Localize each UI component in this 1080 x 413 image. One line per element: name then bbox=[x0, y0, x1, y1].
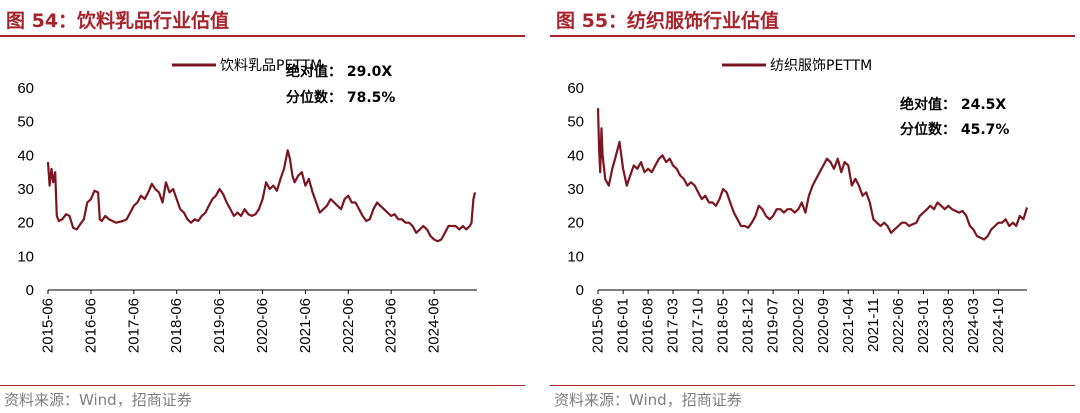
source-divider bbox=[550, 385, 1075, 386]
source-note: 资料来源：Wind，招商证券 bbox=[554, 391, 742, 409]
y-axis: 0 10 20 30 40 50 60 bbox=[567, 80, 584, 299]
x-tick-label: 2022-06 bbox=[890, 298, 907, 353]
x-tick-label: 2021-06 bbox=[297, 298, 314, 353]
y-axis: 0 10 20 30 40 50 60 bbox=[17, 80, 34, 299]
x-tick-label: 2021-04 bbox=[840, 298, 857, 353]
x-tick-label: 2024-03 bbox=[965, 298, 982, 353]
y-tick-label: 20 bbox=[567, 215, 584, 232]
y-tick-label: 30 bbox=[567, 181, 584, 198]
x-tick-label: 2022-06 bbox=[340, 298, 357, 353]
legend-label: 纺织服饰PETTM bbox=[770, 58, 872, 74]
absolute-value-annotation: 绝对值： 24.5X bbox=[900, 96, 1006, 113]
x-tick-label: 2018-05 bbox=[715, 298, 732, 353]
y-tick-label: 20 bbox=[17, 215, 34, 232]
x-tick-label: 2017-06 bbox=[125, 298, 142, 353]
legend-label: 饮料乳品PETTM bbox=[220, 58, 322, 74]
x-tick-label: 2019-07 bbox=[765, 298, 782, 353]
left-chart-panel: 图 54：饮料乳品行业估值 饮料乳品PETTM 绝对值： 29.0X 分位数： 78… bbox=[0, 0, 530, 413]
x-tick-label: 2019-06 bbox=[211, 298, 228, 353]
x-tick-label: 2020-06 bbox=[254, 298, 271, 353]
x-tick-label: 2015-06 bbox=[590, 298, 607, 353]
y-tick-label: 40 bbox=[17, 147, 34, 164]
x-tick-label: 2016-06 bbox=[82, 298, 99, 353]
x-tick-label: 2023-01 bbox=[915, 298, 932, 353]
chart-svg: 纺织服饰PETTM 绝对值： 24.5X 分位数： 45.7% 0 10 20 30 40 50… bbox=[567, 58, 1029, 353]
x-tick-label: 2016-01 bbox=[615, 298, 632, 353]
series-line bbox=[596, 108, 1029, 241]
chart-title: 图 55：纺织服饰行业估值 bbox=[556, 10, 780, 32]
x-tick-label: 2024-10 bbox=[990, 298, 1007, 353]
y-tick-label: 10 bbox=[17, 248, 34, 265]
x-tick-label: 2020-09 bbox=[815, 298, 832, 353]
y-tick-label: 0 bbox=[26, 282, 34, 299]
x-axis: 2015-06 2016-01 2016-08 2017-03 2017-10 2018-… bbox=[590, 289, 1027, 353]
legend: 饮料乳品PETTM bbox=[172, 58, 322, 74]
x-tick-label: 2017-10 bbox=[690, 298, 707, 353]
absolute-value-annotation: 绝对值： 29.0X bbox=[286, 63, 392, 80]
x-tick-label: 2021-11 bbox=[865, 298, 882, 352]
y-tick-label: 40 bbox=[567, 147, 584, 164]
x-tick-label: 2024-06 bbox=[426, 298, 443, 353]
percentile-annotation: 分位数： 78.5% bbox=[286, 89, 395, 106]
x-tick-label: 2018-12 bbox=[740, 298, 757, 353]
source-note: 资料来源：Wind，招商证券 bbox=[4, 391, 192, 409]
x-tick-label: 2018-06 bbox=[168, 298, 185, 353]
x-tick-label: 2023-06 bbox=[383, 298, 400, 353]
y-tick-label: 50 bbox=[17, 114, 34, 131]
y-tick-label: 30 bbox=[17, 181, 34, 198]
x-tick-label: 2017-03 bbox=[665, 298, 682, 353]
legend: 纺织服饰PETTM bbox=[722, 58, 872, 74]
title-divider bbox=[0, 35, 525, 37]
y-tick-label: 60 bbox=[567, 80, 584, 97]
chart-title: 图 54：饮料乳品行业估值 bbox=[6, 10, 230, 32]
x-tick-label: 2020-02 bbox=[790, 298, 807, 353]
right-chart-panel: 图 55：纺织服饰行业估值 纺织服饰PETTM 绝对值： 24.5X 分位数： 45… bbox=[550, 0, 1080, 413]
source-divider bbox=[0, 385, 525, 386]
x-axis: 2015-06 2016-06 2017-06 2018-06 2019-06 2020-… bbox=[40, 289, 477, 353]
x-tick-label: 2015-06 bbox=[40, 298, 57, 353]
y-tick-label: 10 bbox=[567, 248, 584, 265]
x-tick-label: 2023-08 bbox=[940, 298, 957, 353]
series-line bbox=[46, 149, 477, 243]
y-tick-label: 50 bbox=[567, 114, 584, 131]
y-tick-label: 60 bbox=[17, 80, 34, 97]
y-tick-label: 0 bbox=[576, 282, 584, 299]
title-divider bbox=[550, 35, 1075, 37]
percentile-annotation: 分位数： 45.7% bbox=[900, 121, 1009, 138]
x-tick-label: 2016-08 bbox=[640, 298, 657, 353]
